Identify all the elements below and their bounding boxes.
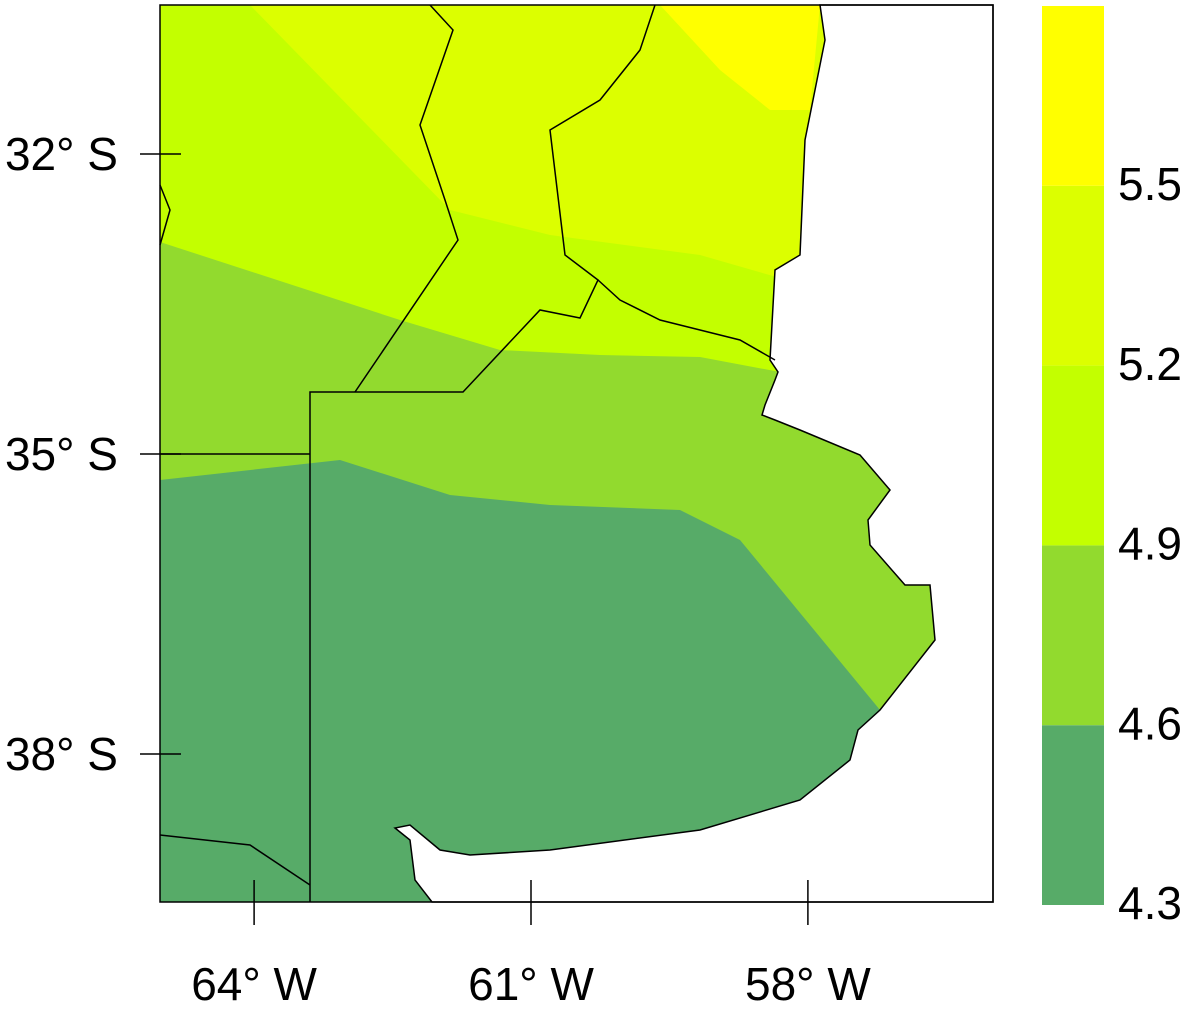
colorbar-label: 4.6 bbox=[1118, 697, 1182, 749]
zone bbox=[660, 5, 820, 110]
lat-tick-label: 35° S bbox=[5, 428, 118, 480]
map-area bbox=[159, 4, 994, 903]
lon-tick-label: 61° W bbox=[468, 958, 594, 1010]
province-border bbox=[354, 4, 459, 393]
ocean bbox=[393, 4, 994, 903]
lat-tick-label: 38° S bbox=[5, 728, 118, 780]
province-border bbox=[159, 834, 311, 886]
colorbar-segment bbox=[1042, 185, 1104, 366]
province-border bbox=[597, 279, 776, 361]
colorbar-label: 4.3 bbox=[1118, 877, 1182, 929]
colorbar-segment bbox=[1042, 6, 1104, 186]
colorbar-label: 5.2 bbox=[1118, 338, 1182, 390]
lon-tick-label: 64° W bbox=[191, 958, 317, 1010]
colorbar-segment bbox=[1042, 545, 1104, 726]
colorbar-segment bbox=[1042, 365, 1104, 546]
colorbar-label: 4.9 bbox=[1118, 518, 1182, 570]
colorbar-label: 5.5 bbox=[1118, 158, 1182, 210]
lat-tick-label: 32° S bbox=[5, 128, 118, 180]
colorbar-segment bbox=[1042, 725, 1104, 905]
province-border bbox=[159, 184, 171, 246]
lon-tick-label: 58° W bbox=[745, 958, 871, 1010]
